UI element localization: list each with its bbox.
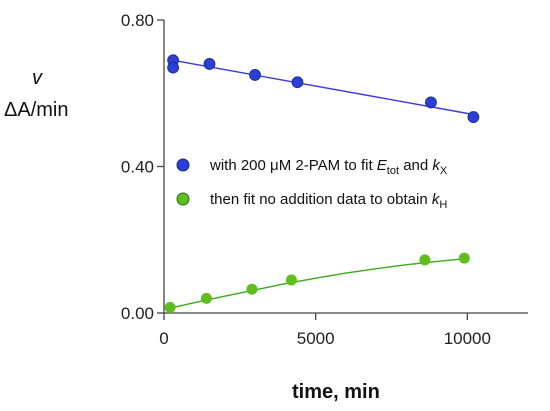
legend-entry-series-1: with 200 μM 2-PAM to fit Etot and kX — [176, 157, 448, 177]
legend-1-sub2: X — [440, 165, 448, 177]
legend-marker-series-1 — [176, 158, 190, 172]
x-tick-label: 10000 — [444, 329, 491, 348]
data-point-series-2 — [200, 292, 212, 304]
legend-1-var2: k — [432, 157, 441, 174]
y-tick-label: 0.80 — [121, 11, 154, 30]
legend-1-sub1: tot — [387, 165, 399, 177]
data-point-series-1 — [249, 69, 261, 81]
data-point-series-2 — [419, 254, 431, 266]
legend-1-and: and — [399, 157, 432, 174]
data-point-series-2 — [246, 283, 258, 295]
plot-area: 0.00 0.40 0.80 0 5000 10000 — [121, 11, 528, 348]
y-axis-label-units: ΔA/min — [4, 99, 68, 121]
data-point-series-2 — [285, 274, 297, 286]
legend-entry-series-2: then fit no addition data to obtain kH — [176, 191, 447, 211]
legend-1-var1: E — [377, 157, 388, 174]
fit-line-series-2 — [169, 257, 468, 309]
y-axis-label-v: v — [32, 67, 43, 89]
legend-1-prefix: with 200 — [209, 157, 270, 174]
legend-2-sub1: H — [439, 199, 447, 211]
data-point-series-1 — [425, 96, 437, 109]
data-point-series-2 — [458, 252, 470, 264]
x-tick-label: 0 — [159, 329, 168, 348]
x-axis-label: time, min — [292, 381, 380, 403]
legend: with 200 μM 2-PAM to fit Etot and kX the… — [176, 157, 448, 211]
y-tick-label: 0.00 — [121, 304, 154, 323]
legend-label-series-1: with 200 μM 2-PAM to fit Etot and kX — [209, 157, 448, 177]
legend-1-mu: μ — [270, 157, 279, 174]
legend-1-mid: M 2-PAM to fit — [279, 157, 377, 174]
data-point-series-1 — [291, 76, 304, 89]
data-point-series-1 — [467, 111, 480, 123]
legend-2-prefix: then fit no addition data to obtain — [210, 191, 432, 208]
data-point-series-2 — [164, 302, 176, 314]
data-point-series-1 — [167, 61, 180, 74]
legend-2-var1: k — [432, 191, 441, 208]
legend-label-series-2: then fit no addition data to obtain kH — [210, 191, 447, 211]
data-point-series-1 — [203, 58, 216, 70]
x-tick-label: 5000 — [297, 329, 335, 348]
fit-line-series-1 — [172, 59, 474, 116]
y-tick-label: 0.40 — [121, 158, 154, 177]
legend-marker-series-2 — [176, 192, 190, 206]
